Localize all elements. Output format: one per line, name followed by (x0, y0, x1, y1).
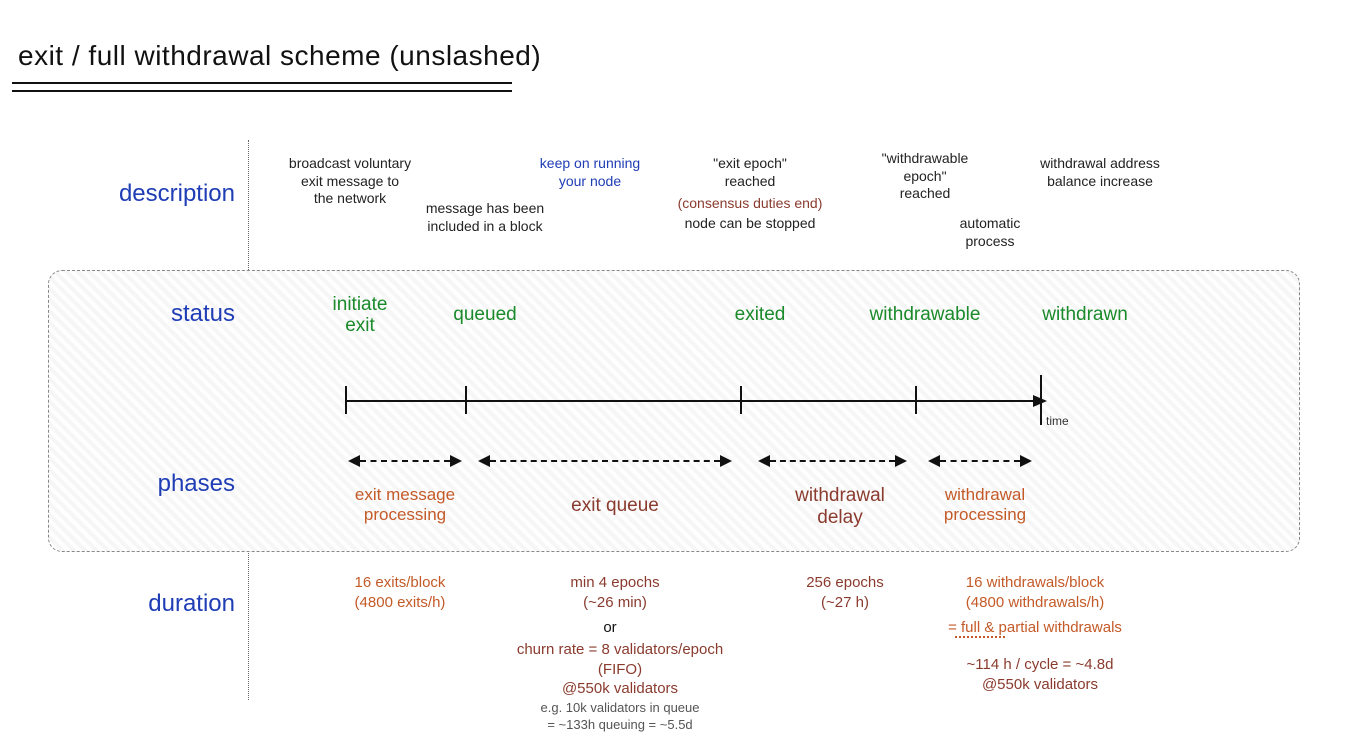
row-status: status (85, 300, 235, 328)
duration-1: min 4 epochs (~26 min) (525, 573, 705, 612)
phase-arrow-0 (360, 460, 450, 462)
dotted-underline (955, 636, 1005, 638)
phase-arrow-left-1 (478, 455, 490, 467)
phase-arrow-right-3 (1020, 455, 1032, 467)
status-1: queued (425, 305, 545, 326)
phase-arrow-right-0 (450, 455, 462, 467)
duration-8: ~114 h / cycle = ~4.8d @550k validators (925, 655, 1155, 694)
duration-5: 256 epochs (~27 h) (770, 573, 920, 612)
description-3: "exit epoch" reached (665, 155, 835, 190)
status-4: withdrawn (1015, 305, 1155, 326)
tick-2 (740, 386, 742, 414)
duration-7: = full & partial withdrawals (915, 618, 1155, 638)
title: exit / full withdrawal scheme (unslashed… (18, 40, 541, 72)
duration-3: churn rate = 8 validators/epoch (FIFO) @… (470, 640, 770, 699)
description-8: withdrawal address balance increase (1010, 155, 1190, 190)
duration-0: 16 exits/block (4800 exits/h) (310, 573, 490, 612)
phase-label-1: exit queue (530, 495, 700, 517)
description-4: (consensus duties end) (665, 195, 835, 213)
duration-6: 16 withdrawals/block (4800 withdrawals/h… (915, 573, 1155, 612)
status-3: withdrawable (850, 305, 1000, 326)
status-2: exited (700, 305, 820, 326)
timeline (345, 400, 1035, 402)
phase-arrow-left-3 (928, 455, 940, 467)
row-duration: duration (85, 590, 235, 618)
row-description: description (85, 180, 235, 208)
phase-arrow-3 (940, 460, 1020, 462)
description-5: node can be stopped (665, 215, 835, 233)
phase-label-3: withdrawal processing (915, 485, 1055, 524)
phase-arrow-right-1 (720, 455, 732, 467)
tick-1 (465, 386, 467, 414)
duration-2: or (580, 618, 640, 638)
title-underline (12, 82, 512, 92)
phase-label-2: withdrawal delay (770, 485, 910, 529)
time-label: time (1046, 414, 1069, 428)
description-7: automatic process (930, 215, 1050, 250)
phase-label-0: exit message processing (330, 485, 480, 524)
tick-0 (345, 386, 347, 414)
status-0: initiate exit (300, 295, 420, 337)
tick-3 (915, 386, 917, 414)
phase-arrow-1 (490, 460, 720, 462)
phase-arrow-2 (770, 460, 895, 462)
description-1: message has been included in a block (400, 200, 570, 235)
phase-arrow-right-2 (895, 455, 907, 467)
tick-4 (1040, 375, 1042, 425)
description-2: keep on running your node (510, 155, 670, 190)
description-6: "withdrawable epoch" reached (850, 150, 1000, 203)
phase-arrow-left-0 (348, 455, 360, 467)
phase-arrow-left-2 (758, 455, 770, 467)
row-phases: phases (85, 470, 235, 498)
